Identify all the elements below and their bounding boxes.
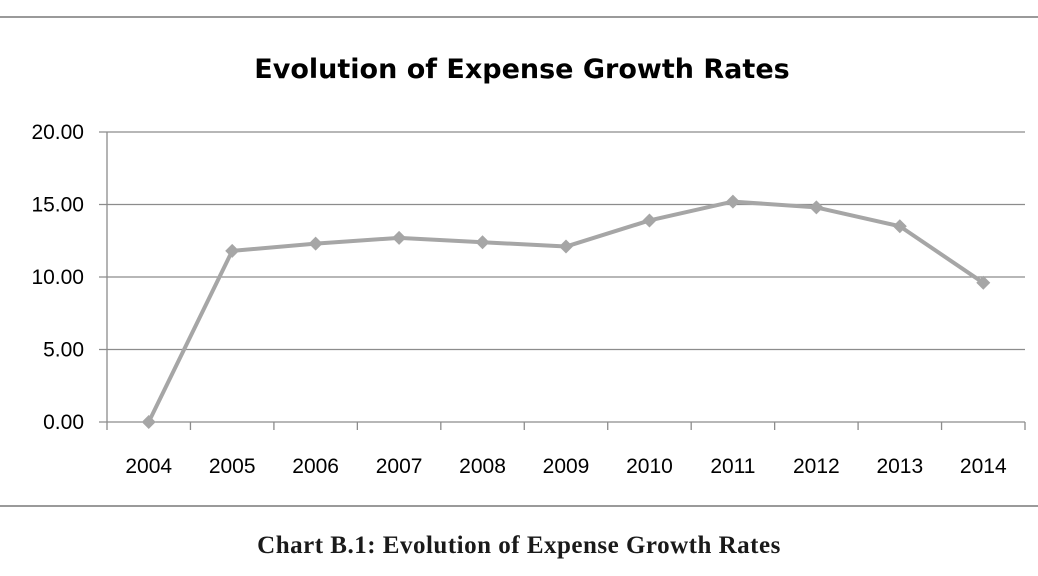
x-tick-label: 2009 (543, 455, 590, 478)
y-tick-label: 10.00 (31, 266, 84, 289)
y-tick-label: 15.00 (31, 194, 84, 217)
data-point-2008 (475, 235, 490, 250)
data-point-2012 (809, 200, 824, 215)
data-point-2005 (225, 243, 240, 258)
data-point-2010 (642, 213, 657, 228)
frame-bottom-border (0, 505, 1038, 507)
chart-title: Evolution of Expense Growth Rates (254, 54, 789, 85)
series-group (141, 194, 991, 429)
data-point-2011 (725, 194, 740, 209)
y-axis-tick-labels: 0.00 5.00 10.00 15.00 20.00 (31, 121, 84, 434)
data-point-2007 (392, 230, 407, 245)
x-tick-label: 2012 (793, 455, 840, 478)
data-point-2004 (141, 415, 156, 429)
y-tick-label: 5.00 (43, 339, 84, 362)
x-tick-label: 2011 (710, 455, 755, 478)
y-tick-label: 20.00 (31, 121, 84, 144)
y-tick-label: 0.00 (43, 411, 84, 434)
x-axis-tick-labels: 2004 2005 2006 2007 2008 2009 2010 2011 2012 2013… (125, 455, 1007, 478)
figure-caption: Chart B.1: Evolution of Expense Growth R… (257, 532, 781, 559)
data-point-2014 (976, 275, 991, 290)
data-point-2009 (559, 239, 573, 254)
x-tick-label: 2006 (292, 455, 339, 478)
data-point-2006 (308, 236, 323, 251)
x-tick-label: 2008 (459, 455, 506, 478)
x-tick-label: 2010 (626, 455, 673, 478)
data-point-2013 (892, 219, 907, 234)
line-chart: Evolution of Expense Growth Rates 0.00 5.… (31, 54, 1026, 478)
x-tick-label: 2013 (876, 455, 923, 478)
x-tick-label: 2007 (376, 455, 423, 478)
x-tick-label: 2005 (209, 455, 256, 478)
x-tick-label: 2004 (125, 455, 172, 478)
frame-top-border (0, 16, 1038, 18)
x-tick-label: 2014 (960, 455, 1007, 478)
x-axis (106, 132, 1026, 430)
gridlines (99, 131, 1025, 423)
series-line-0 (146, 199, 985, 423)
